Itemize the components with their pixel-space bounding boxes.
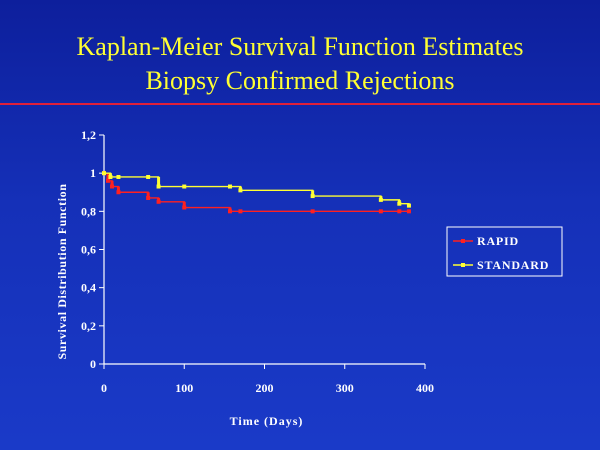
legend-marker <box>461 239 465 243</box>
data-point <box>116 174 121 179</box>
data-point <box>397 201 402 206</box>
data-point <box>310 194 315 199</box>
y-axis-label: Survival Distribution Function <box>55 183 69 359</box>
y-tick-label: 0,2 <box>81 319 96 333</box>
data-point <box>116 190 121 195</box>
x-axis-label: Time (Days) <box>230 414 304 428</box>
legend-marker <box>461 263 465 267</box>
data-point <box>102 171 106 176</box>
data-point <box>227 209 232 214</box>
data-point <box>378 209 383 214</box>
data-point <box>156 184 161 189</box>
data-point <box>310 209 315 214</box>
data-point <box>378 197 383 202</box>
data-point <box>146 195 151 200</box>
x-tick-label: 100 <box>175 381 193 395</box>
data-point <box>238 209 243 214</box>
y-tick-label: 1 <box>90 166 96 180</box>
data-point <box>406 203 411 208</box>
data-point <box>146 174 151 179</box>
data-point <box>397 209 402 214</box>
data-point <box>156 199 161 204</box>
x-tick-label: 200 <box>256 381 274 395</box>
data-point <box>406 209 411 214</box>
x-tick-label: 300 <box>336 381 354 395</box>
data-point <box>238 188 243 193</box>
title-line-1: Kaplan-Meier Survival Function Estimates <box>76 32 524 61</box>
legend-box <box>446 226 563 277</box>
data-point <box>182 184 187 189</box>
y-tick-label: 1,2 <box>81 128 96 142</box>
data-point <box>108 174 113 179</box>
data-point <box>182 205 187 210</box>
slide-title: Kaplan-Meier Survival Function Estimates… <box>0 30 600 98</box>
y-tick-label: 0 <box>90 357 96 371</box>
x-tick-label: 0 <box>101 381 107 395</box>
data-point <box>106 178 111 183</box>
title-line-2: Biopsy Confirmed Rejections <box>145 66 455 95</box>
x-tick-label: 400 <box>416 381 434 395</box>
legend-label: RAPID <box>477 234 519 248</box>
y-tick-label: 0,4 <box>81 281 96 295</box>
data-point <box>227 184 232 189</box>
y-tick-label: 0,8 <box>81 204 96 218</box>
legend-label: STANDARD <box>477 258 549 272</box>
y-tick-label: 0,6 <box>81 243 96 257</box>
data-point <box>110 184 115 189</box>
title-divider <box>0 103 600 105</box>
